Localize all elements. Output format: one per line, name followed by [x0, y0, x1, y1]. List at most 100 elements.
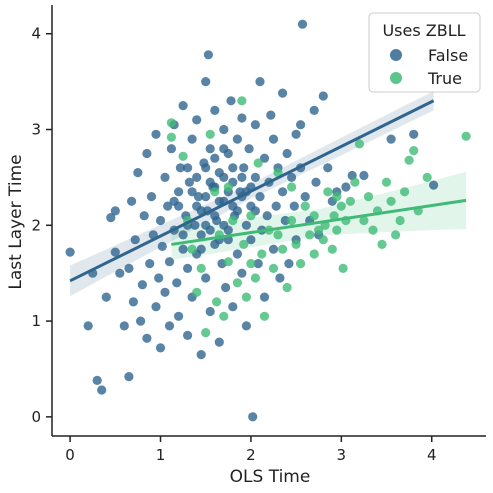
point-false: [232, 206, 242, 216]
point-true: [237, 96, 247, 106]
point-true: [386, 196, 396, 206]
point-false: [196, 230, 206, 240]
point-true: [257, 249, 267, 259]
point-true: [259, 311, 270, 321]
point-false: [146, 192, 157, 202]
point-false: [309, 105, 319, 115]
point-true: [196, 263, 206, 273]
point-true: [201, 328, 211, 338]
point-true: [332, 225, 342, 235]
point-true: [309, 211, 319, 221]
point-false: [201, 77, 211, 87]
point-false: [250, 120, 260, 130]
point-false: [255, 192, 265, 202]
point-false: [201, 163, 211, 173]
point-false: [241, 321, 251, 331]
x-axis-title: OLS Time: [230, 467, 311, 487]
point-true: [400, 187, 410, 197]
point-true: [166, 132, 176, 142]
point-false: [187, 187, 197, 197]
point-true: [368, 225, 378, 235]
point-false: [160, 287, 170, 297]
point-true: [422, 172, 432, 182]
point-false: [271, 201, 281, 211]
point-false: [296, 120, 306, 130]
point-false: [210, 105, 220, 115]
point-true: [239, 239, 249, 249]
point-false: [280, 215, 290, 226]
legend-title: Uses ZBLL: [382, 21, 465, 40]
legend-label-false: False: [428, 46, 468, 65]
point-true: [345, 196, 355, 206]
point-false: [341, 182, 351, 192]
point-true: [223, 182, 233, 192]
point-false: [155, 215, 166, 226]
point-false: [192, 172, 202, 182]
point-true: [391, 230, 401, 240]
point-false: [187, 134, 197, 144]
point-false: [219, 172, 229, 182]
point-false: [175, 163, 185, 173]
point-false: [157, 241, 167, 251]
point-true: [287, 215, 297, 226]
point-false: [214, 337, 224, 347]
point-true: [377, 239, 387, 249]
point-true: [219, 311, 229, 321]
point-false: [201, 273, 211, 283]
point-true: [296, 259, 306, 269]
point-true: [336, 201, 346, 211]
point-false: [101, 292, 111, 302]
point-false: [83, 321, 93, 331]
y-tick-label: 3: [31, 121, 41, 139]
point-false: [219, 144, 229, 154]
point-false: [248, 412, 258, 422]
point-true: [241, 292, 251, 302]
point-false: [110, 247, 120, 257]
point-false: [228, 163, 238, 173]
point-true: [305, 230, 315, 240]
point-false: [311, 177, 321, 187]
point-true: [250, 273, 260, 283]
point-false: [178, 244, 188, 254]
point-false: [192, 115, 202, 125]
x-tick-label: 2: [246, 446, 256, 464]
x-tick-label: 1: [156, 446, 166, 464]
point-false: [409, 129, 419, 139]
point-true: [192, 287, 202, 297]
point-false: [92, 375, 102, 385]
point-false: [164, 321, 175, 331]
point-false: [232, 134, 242, 144]
point-false: [244, 144, 254, 154]
point-false: [237, 113, 247, 123]
point-false: [297, 19, 308, 29]
y-tick-label: 0: [31, 408, 41, 426]
point-false: [142, 148, 152, 159]
point-false: [228, 302, 238, 312]
point-false: [289, 201, 299, 211]
point-false: [164, 257, 175, 267]
point-true: [363, 192, 374, 202]
point-false: [166, 144, 176, 154]
point-false: [183, 330, 193, 340]
regression-line-false: [69, 99, 435, 283]
point-false: [106, 213, 116, 223]
point-false: [128, 297, 138, 307]
point-false: [205, 225, 215, 235]
point-false: [241, 220, 251, 230]
point-false: [193, 192, 204, 202]
point-false: [137, 280, 147, 290]
point-false: [124, 372, 134, 382]
point-false: [151, 129, 161, 139]
point-false: [219, 220, 229, 230]
y-tick-label: 1: [31, 312, 41, 330]
point-true: [166, 118, 176, 128]
point-true: [187, 244, 197, 254]
point-true: [314, 225, 324, 235]
axes: 0 1 2 3 4 0 1 2 3 4: [31, 5, 486, 464]
scatter-points: [65, 19, 471, 422]
point-true: [246, 211, 256, 221]
point-false: [205, 306, 215, 317]
point-false: [219, 124, 229, 135]
point-false: [163, 201, 173, 211]
